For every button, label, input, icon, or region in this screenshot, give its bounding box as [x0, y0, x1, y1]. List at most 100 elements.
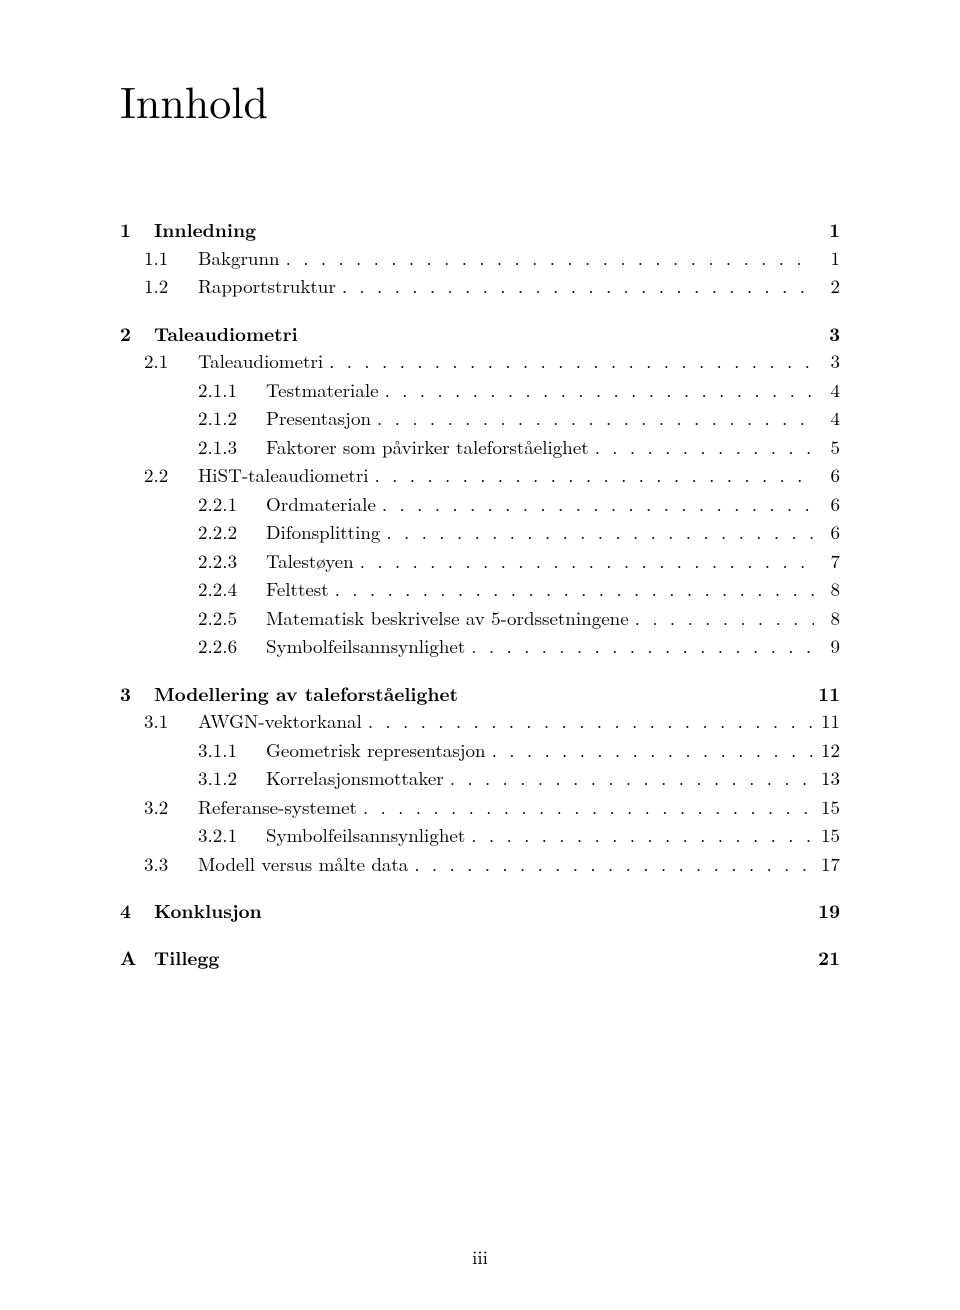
toc-entry: 2.2.5Matematisk beskrivelse av 5-ordsset… — [120, 604, 840, 633]
toc-entry: 2.2.3Talestøyen7 — [120, 547, 840, 576]
toc-entry-number: 3.1.2 — [198, 764, 252, 793]
toc-entry-page: 6 — [814, 461, 840, 490]
toc-entry-page: 1 — [814, 215, 840, 244]
toc-entry-number: 2.1 — [144, 347, 184, 376]
toc-entry: 2.2.6Symbolfeilsannsynlighet 9 — [120, 632, 840, 661]
toc-entry-label: Matematisk beskrivelse av 5-ordssetninge… — [252, 604, 629, 633]
toc-leader-dots — [362, 707, 814, 736]
toc-entry: 3.2.1Symbolfeilsannsynlighet15 — [120, 821, 840, 850]
toc-leader-dots — [408, 850, 814, 879]
toc-entry-label: Konklusjon — [144, 896, 262, 925]
toc-entry: 3.1.1Geometrisk representasjon 12 — [120, 736, 840, 765]
toc-chapter-block: 1Innledning11.1Bakgrunn11.2Rapportstrukt… — [120, 215, 840, 301]
toc-leader-dots — [589, 433, 814, 462]
toc-entry-number: 2.2.4 — [198, 575, 252, 604]
toc-entry-number: 3.3 — [144, 850, 184, 879]
toc-entry-page: 3 — [814, 319, 840, 348]
toc-entry-page: 15 — [814, 793, 840, 822]
toc-leader-dots — [629, 604, 814, 633]
toc-entry-page: 5 — [814, 433, 840, 462]
toc-entry-page: 11 — [814, 679, 840, 708]
toc-entry-number: 3.2.1 — [198, 821, 252, 850]
toc-entry-label: AWGN-vektorkanal — [184, 707, 362, 736]
toc-entry: 2Taleaudiometri 3 — [120, 319, 840, 348]
toc-entry: 1.2Rapportstruktur2 — [120, 272, 840, 301]
toc-entry-label: Modell versus målte data — [184, 850, 408, 879]
toc-entry-page: 12 — [814, 736, 840, 765]
toc-entry-number: 3.1 — [144, 707, 184, 736]
toc-entry: 3.2Referanse-systemet 15 — [120, 793, 840, 822]
toc-entry: ATillegg21 — [120, 943, 840, 972]
toc-entry-label: Symbolfeilsannsynlighet — [252, 821, 465, 850]
toc-entry: 1.1Bakgrunn1 — [120, 244, 840, 273]
toc-entry-number: 2.2.6 — [198, 632, 252, 661]
toc-entry-label: Felttest — [252, 575, 329, 604]
toc-entry: 1Innledning1 — [120, 215, 840, 244]
toc-chapter-block: ATillegg21 — [120, 943, 840, 972]
toc-entry-label: Referanse-systemet — [184, 793, 357, 822]
toc-entry-number: 3.2 — [144, 793, 184, 822]
toc-entry: 2.2.4Felttest 8 — [120, 575, 840, 604]
table-of-contents: 1Innledning11.1Bakgrunn11.2Rapportstrukt… — [120, 215, 840, 971]
toc-entry-page: 1 — [814, 244, 840, 273]
toc-entry: 2.2HiST-taleaudiometri6 — [120, 461, 840, 490]
toc-leader-dots — [465, 632, 814, 661]
toc-entry-page: 8 — [814, 575, 840, 604]
toc-chapter-block: 2Taleaudiometri32.1Taleaudiometri32.1.1T… — [120, 319, 840, 661]
toc-entry-page: 11 — [814, 707, 840, 736]
toc-entry-label: Taleaudiometri — [184, 347, 323, 376]
toc-entry-page: 19 — [814, 896, 840, 925]
toc-leader-dots — [336, 272, 814, 301]
toc-entry-label: Talestøyen — [252, 547, 354, 576]
toc-entry: 2.1Taleaudiometri 3 — [120, 347, 840, 376]
toc-entry-number: 3.1.1 — [198, 736, 252, 765]
page-title: Innhold — [120, 68, 840, 131]
toc-entry-label: Modellering av taleforståelighet — [144, 679, 458, 708]
toc-entry-page: 13 — [814, 764, 840, 793]
toc-leader-dots — [329, 575, 814, 604]
toc-entry-number: 2.1.2 — [198, 404, 252, 433]
toc-entry: 4Konklusjon 19 — [120, 896, 840, 925]
toc-entry-page: 9 — [814, 632, 840, 661]
toc-entry-label: Korrelasjonsmottaker — [252, 764, 444, 793]
toc-leader-dots — [486, 736, 814, 765]
toc-entry-page: 6 — [814, 490, 840, 519]
toc-leader-dots — [280, 244, 814, 273]
toc-entry: 3.1AWGN-vektorkanal 11 — [120, 707, 840, 736]
toc-entry: 3.1.2Korrelasjonsmottaker 13 — [120, 764, 840, 793]
toc-entry-number: 3 — [120, 679, 144, 708]
toc-leader-dots — [323, 347, 814, 376]
toc-entry-label: Testmateriale — [252, 376, 379, 405]
toc-entry-label: Tillegg — [144, 943, 219, 972]
toc-entry-page: 4 — [814, 404, 840, 433]
toc-entry-number: 2.2.2 — [198, 518, 252, 547]
toc-entry-label: Symbolfeilsannsynlighet — [252, 632, 465, 661]
toc-entry-label: Rapportstruktur — [184, 272, 336, 301]
toc-entry-label: Presentasjon — [252, 404, 371, 433]
toc-entry-number: 2.1.3 — [198, 433, 252, 462]
toc-entry-number: 1.2 — [144, 272, 184, 301]
toc-entry-number: A — [120, 943, 144, 972]
toc-entry-number: 2.1.1 — [198, 376, 252, 405]
toc-entry-page: 3 — [814, 347, 840, 376]
toc-entry-number: 4 — [120, 896, 144, 925]
toc-entry: 3Modellering av taleforståelighet 11 — [120, 679, 840, 708]
toc-entry-label: HiST-taleaudiometri — [184, 461, 369, 490]
page-folio: iii — [0, 1243, 960, 1270]
toc-chapter-block: 4Konklusjon 19 — [120, 896, 840, 925]
toc-entry: 3.3Modell versus målte data17 — [120, 850, 840, 879]
toc-leader-dots — [357, 793, 814, 822]
toc-leader-dots — [444, 764, 814, 793]
toc-leader-dots — [380, 518, 814, 547]
toc-entry-number: 2.2.1 — [198, 490, 252, 519]
toc-entry-number: 1 — [120, 215, 144, 244]
toc-entry-number: 2 — [120, 319, 144, 348]
page: Innhold 1Innledning11.1Bakgrunn11.2Rappo… — [0, 0, 960, 1310]
toc-entry-page: 4 — [814, 376, 840, 405]
toc-entry-label: Geometrisk representasjon — [252, 736, 486, 765]
toc-entry-label: Taleaudiometri — [144, 319, 298, 348]
toc-entry-label: Ordmateriale — [252, 490, 376, 519]
toc-entry-number: 2.2.5 — [198, 604, 252, 633]
toc-entry-page: 7 — [814, 547, 840, 576]
toc-leader-dots — [379, 376, 814, 405]
